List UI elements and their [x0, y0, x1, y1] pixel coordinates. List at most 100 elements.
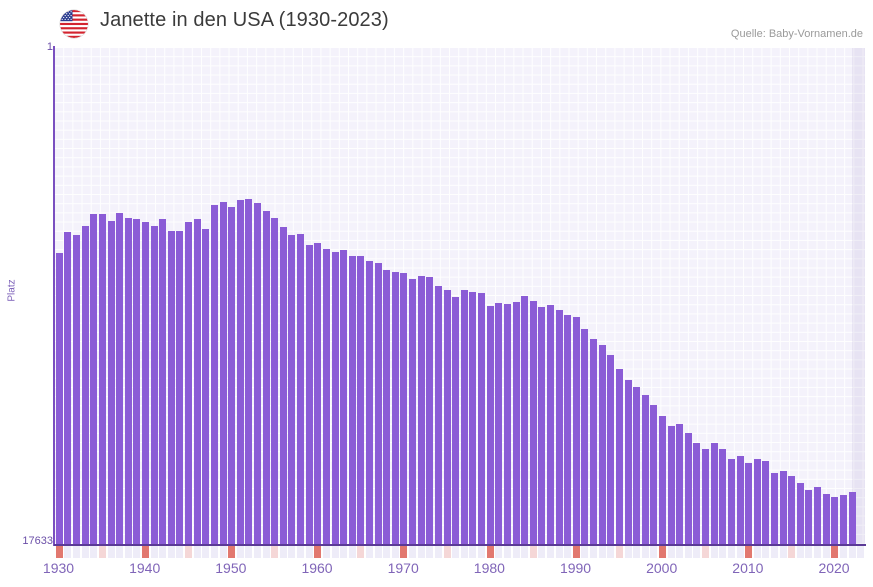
- bar[interactable]: [271, 217, 279, 544]
- bar[interactable]: [434, 285, 442, 544]
- bar[interactable]: [150, 226, 158, 544]
- bar[interactable]: [710, 443, 718, 544]
- x-tick-major: [658, 546, 666, 558]
- bar[interactable]: [400, 273, 408, 544]
- bar[interactable]: [555, 309, 563, 544]
- bar[interactable]: [98, 213, 106, 544]
- bar[interactable]: [719, 448, 727, 544]
- bar[interactable]: [658, 416, 666, 544]
- bar[interactable]: [417, 275, 425, 544]
- bar[interactable]: [684, 433, 692, 544]
- bar[interactable]: [443, 289, 451, 544]
- bar[interactable]: [159, 219, 167, 544]
- bar[interactable]: [245, 199, 253, 544]
- bar[interactable]: [90, 213, 98, 544]
- bar[interactable]: [460, 289, 468, 544]
- bar[interactable]: [322, 249, 330, 544]
- bar[interactable]: [141, 221, 149, 544]
- bar[interactable]: [409, 278, 417, 544]
- bar[interactable]: [210, 204, 218, 544]
- x-tick-minor: [546, 546, 554, 558]
- bar[interactable]: [590, 339, 598, 544]
- bar[interactable]: [383, 270, 391, 544]
- bar[interactable]: [771, 472, 779, 544]
- bar[interactable]: [73, 234, 81, 544]
- bar[interactable]: [176, 230, 184, 544]
- bar[interactable]: [64, 231, 72, 544]
- bar[interactable]: [236, 200, 244, 544]
- bar[interactable]: [650, 405, 658, 544]
- bar[interactable]: [124, 217, 132, 544]
- bar[interactable]: [814, 486, 822, 544]
- bar[interactable]: [55, 253, 63, 544]
- x-tick-minor: [736, 546, 744, 558]
- bar[interactable]: [469, 292, 477, 544]
- bar[interactable]: [331, 251, 339, 544]
- bar[interactable]: [133, 219, 141, 544]
- bar[interactable]: [702, 448, 710, 544]
- bar[interactable]: [572, 316, 580, 544]
- bar[interactable]: [426, 277, 434, 544]
- bar[interactable]: [538, 306, 546, 544]
- bar[interactable]: [314, 243, 322, 544]
- x-tick-major: [831, 546, 839, 558]
- bar[interactable]: [366, 261, 374, 544]
- bar[interactable]: [546, 305, 554, 544]
- x-tick-minor: [73, 546, 81, 558]
- bar[interactable]: [615, 368, 623, 544]
- bar[interactable]: [633, 386, 641, 544]
- x-tick-minor: [469, 546, 477, 558]
- bar[interactable]: [279, 226, 287, 544]
- bar[interactable]: [167, 231, 175, 544]
- bar[interactable]: [693, 443, 701, 544]
- bar[interactable]: [503, 303, 511, 544]
- bar[interactable]: [607, 354, 615, 544]
- bar[interactable]: [348, 256, 356, 544]
- bar[interactable]: [762, 461, 770, 544]
- bar[interactable]: [391, 271, 399, 544]
- bar[interactable]: [262, 211, 270, 544]
- bar[interactable]: [848, 492, 856, 544]
- bar[interactable]: [727, 458, 735, 544]
- bar[interactable]: [512, 302, 520, 544]
- bar[interactable]: [564, 314, 572, 544]
- bar[interactable]: [219, 201, 227, 544]
- bar[interactable]: [831, 496, 839, 544]
- bar[interactable]: [374, 263, 382, 544]
- bar[interactable]: [796, 482, 804, 544]
- bar[interactable]: [805, 489, 813, 544]
- bar[interactable]: [297, 234, 305, 544]
- bar[interactable]: [228, 207, 236, 544]
- bar[interactable]: [253, 202, 261, 544]
- bar[interactable]: [598, 344, 606, 544]
- bar[interactable]: [529, 300, 537, 544]
- bar[interactable]: [736, 455, 744, 544]
- bar[interactable]: [486, 306, 494, 544]
- bar[interactable]: [624, 379, 632, 544]
- bar[interactable]: [641, 395, 649, 544]
- bar[interactable]: [822, 493, 830, 544]
- bar[interactable]: [521, 295, 529, 544]
- bar[interactable]: [452, 296, 460, 544]
- bar[interactable]: [288, 235, 296, 544]
- bar[interactable]: [340, 249, 348, 544]
- bar[interactable]: [839, 495, 847, 544]
- bar[interactable]: [753, 459, 761, 544]
- bar[interactable]: [202, 228, 210, 544]
- x-tick-minor: [271, 546, 279, 558]
- bar[interactable]: [185, 222, 193, 544]
- bar[interactable]: [745, 462, 753, 544]
- bar[interactable]: [676, 423, 684, 544]
- bar[interactable]: [193, 219, 201, 544]
- bar[interactable]: [116, 213, 124, 544]
- bar[interactable]: [478, 292, 486, 544]
- bar[interactable]: [581, 329, 589, 544]
- bar[interactable]: [779, 471, 787, 544]
- bar[interactable]: [667, 426, 675, 544]
- bar[interactable]: [81, 225, 89, 544]
- bar[interactable]: [107, 220, 115, 544]
- bar[interactable]: [357, 256, 365, 544]
- bar[interactable]: [495, 302, 503, 544]
- bar[interactable]: [305, 244, 313, 544]
- bar[interactable]: [788, 475, 796, 544]
